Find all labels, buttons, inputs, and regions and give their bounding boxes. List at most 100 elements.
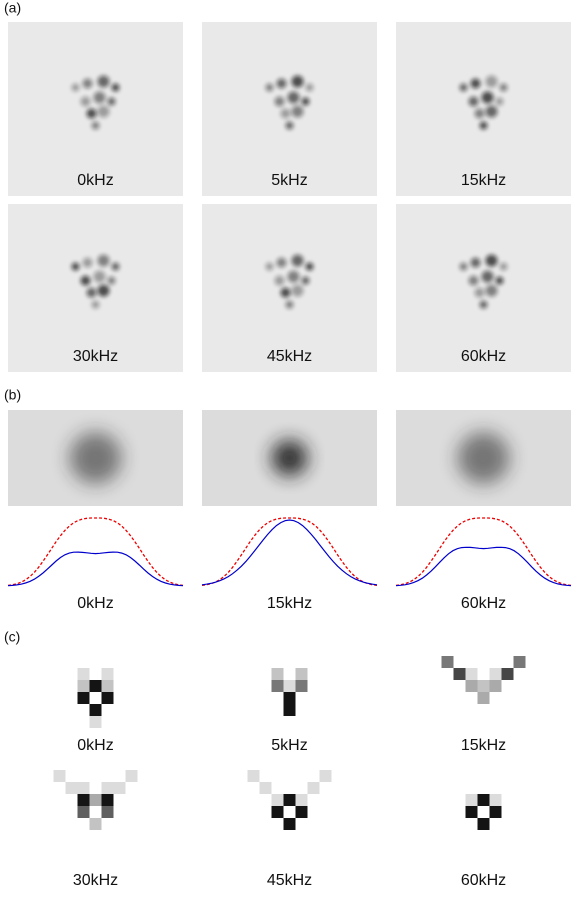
spot: [80, 275, 91, 286]
pixel: [271, 680, 284, 692]
pixel: [307, 782, 320, 794]
pixel: [125, 770, 138, 782]
profile-measured: [201, 519, 378, 586]
spot: [71, 262, 80, 271]
profile-reference: [201, 517, 378, 587]
spot: [107, 97, 116, 106]
pixel: [489, 794, 502, 806]
spot: [86, 287, 97, 298]
profile-reference: [7, 517, 184, 587]
pixel: [477, 794, 490, 806]
frame-label: 30kHz: [73, 872, 118, 889]
spot: [71, 83, 80, 92]
spot: [485, 75, 498, 88]
zoom-spot: [69, 432, 122, 484]
pixel: [295, 806, 308, 818]
spot: [474, 287, 485, 298]
spot: [82, 257, 93, 268]
spot: [280, 287, 291, 298]
pixel: [65, 782, 78, 794]
spot: [495, 276, 504, 285]
spot: [265, 83, 274, 92]
spot: [301, 276, 310, 285]
spot: [479, 121, 488, 130]
pixel: [465, 668, 478, 680]
pixel: [77, 806, 90, 818]
spot: [305, 83, 314, 92]
spot: [287, 91, 300, 104]
spot: [285, 121, 294, 130]
pixel: [113, 782, 126, 794]
pixel: [513, 656, 526, 668]
spot: [479, 300, 488, 309]
spot: [97, 284, 110, 297]
diffraction-image: [396, 22, 571, 196]
spot: [485, 284, 498, 297]
spot: [495, 97, 504, 106]
pixel: [271, 806, 284, 818]
pixel: [89, 794, 102, 806]
spot: [97, 105, 110, 118]
spot: [468, 96, 479, 107]
pixel: [283, 818, 296, 830]
spot: [93, 270, 106, 283]
pixel: [77, 680, 90, 692]
pixel: [247, 770, 260, 782]
pixel: [101, 782, 114, 794]
pixel: [89, 704, 102, 716]
spot: [485, 105, 498, 118]
pixel: [465, 806, 478, 818]
pixel: [271, 668, 284, 680]
spot: [474, 108, 485, 119]
spot: [470, 78, 481, 89]
profile-measured: [395, 546, 572, 587]
spot: [287, 270, 300, 283]
diffraction-image: [202, 204, 377, 372]
pixel: [477, 692, 490, 704]
profile-measured: [7, 551, 184, 587]
pixel: [271, 794, 284, 806]
pixel: [283, 704, 296, 716]
spot: [291, 284, 304, 297]
spot: [111, 262, 120, 271]
pixel: [101, 692, 114, 704]
spot: [91, 121, 100, 130]
spot: [91, 300, 100, 309]
diffraction-image: [8, 204, 183, 372]
spot: [468, 275, 479, 286]
spot: [301, 97, 310, 106]
pixel: [89, 818, 102, 830]
zoom-spot: [271, 440, 308, 476]
spot: [459, 262, 468, 271]
spot: [499, 262, 508, 271]
spot: [481, 270, 494, 283]
pixel: [477, 680, 490, 692]
spot: [274, 96, 285, 107]
frame-label: 15kHz: [461, 172, 506, 189]
spot: [485, 254, 498, 267]
pixel: [77, 794, 90, 806]
spot: [276, 78, 287, 89]
spot: [107, 276, 116, 285]
frame-label: 0kHz: [77, 595, 113, 612]
panel-label: (c): [4, 629, 20, 645]
pixel: [489, 680, 502, 692]
pixel: [101, 668, 114, 680]
frame-label: 0kHz: [77, 737, 113, 754]
pixel: [295, 794, 308, 806]
pixel: [77, 668, 90, 680]
pixel: [101, 794, 114, 806]
diffraction-image: [8, 22, 183, 196]
frame-label: 45kHz: [267, 872, 312, 889]
spot: [274, 275, 285, 286]
spot: [285, 300, 294, 309]
frame-label: 15kHz: [461, 737, 506, 754]
spot: [291, 254, 304, 267]
pixel: [283, 692, 296, 704]
spot: [291, 105, 304, 118]
spot: [280, 108, 291, 119]
pixel: [465, 680, 478, 692]
diffraction-image: [396, 204, 571, 372]
pixel: [477, 818, 490, 830]
